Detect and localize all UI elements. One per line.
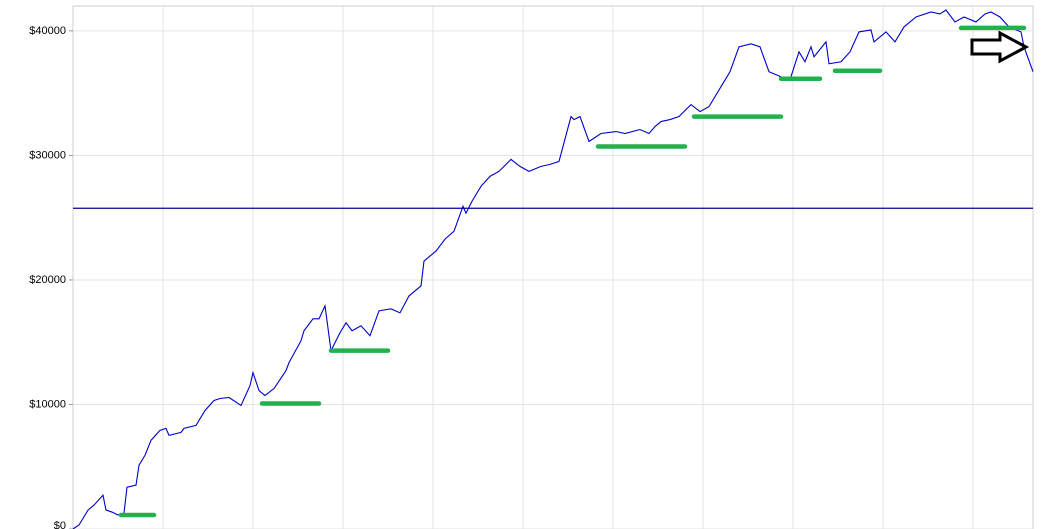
y-tick-label: $10000 [29, 398, 66, 410]
arrow-annotation [970, 30, 1030, 64]
y-tick-label: $30000 [29, 149, 66, 161]
y-tick-label: $20000 [29, 274, 66, 286]
plot-area [72, 5, 1034, 529]
y-tick-label: $0 [54, 520, 66, 529]
data-line [72, 9, 1034, 529]
y-tick-label: $40000 [29, 25, 66, 37]
